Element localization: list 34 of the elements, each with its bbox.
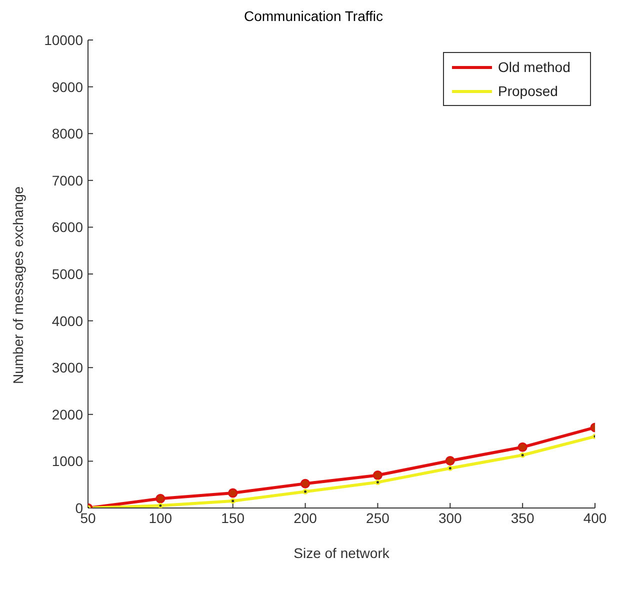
y-tick-label: 9000 [52, 78, 84, 95]
chart-title: Communication Traffic [242, 8, 384, 26]
x-tick-label: 250 [366, 510, 390, 526]
y-axis-title: Number of messages exchange [10, 186, 26, 384]
point [230, 498, 236, 504]
y-tick-label: 6000 [52, 219, 84, 236]
point [520, 452, 526, 458]
x-tick-label: 100 [148, 510, 172, 526]
point [228, 488, 238, 498]
x-tick-label: 150 [221, 510, 245, 526]
point [447, 465, 453, 471]
y-tick-label: 4000 [52, 312, 84, 329]
y-tick-label: 5000 [52, 266, 84, 282]
y-tick-label: 8000 [52, 126, 84, 142]
y-tick-label: 7000 [52, 172, 84, 188]
point [302, 488, 308, 494]
x-tick-label: 400 [583, 510, 607, 526]
point [445, 456, 455, 466]
y-tick-label: 2000 [52, 406, 84, 422]
point [156, 494, 166, 504]
y-tick-label: 1000 [52, 453, 84, 470]
y-tick-label: 10000 [44, 32, 84, 48]
point [372, 470, 382, 480]
x-tick-label: 200 [294, 510, 318, 526]
point [374, 480, 380, 486]
x-axis-title: Size of network [294, 545, 390, 561]
point [158, 502, 164, 508]
x-tick-label: 300 [438, 510, 462, 526]
point [300, 478, 310, 488]
x-tick-label: 350 [510, 510, 534, 526]
y-tick-label: 3000 [52, 360, 84, 376]
point [518, 442, 528, 452]
legend-label: Old method [498, 59, 570, 75]
legend-label: Proposed [498, 83, 558, 99]
